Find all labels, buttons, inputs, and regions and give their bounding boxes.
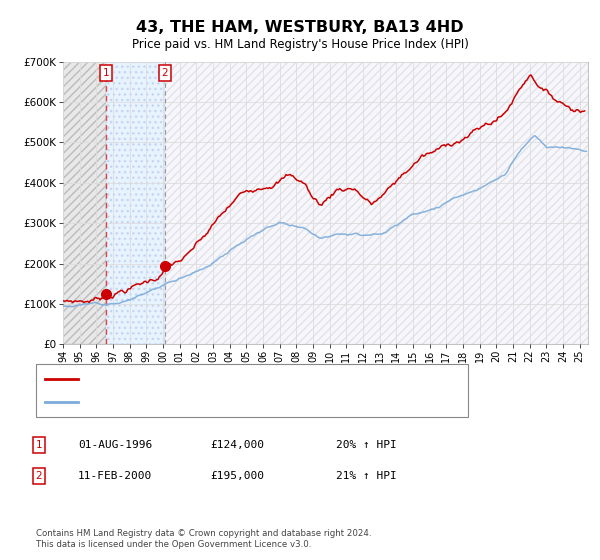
Text: Price paid vs. HM Land Registry's House Price Index (HPI): Price paid vs. HM Land Registry's House … bbox=[131, 38, 469, 50]
Text: 21% ↑ HPI: 21% ↑ HPI bbox=[336, 471, 397, 481]
Text: £124,000: £124,000 bbox=[210, 440, 264, 450]
Text: 43, THE HAM, WESTBURY, BA13 4HD: 43, THE HAM, WESTBURY, BA13 4HD bbox=[136, 20, 464, 35]
Bar bbox=[165, 62, 588, 344]
Text: 11-FEB-2000: 11-FEB-2000 bbox=[78, 471, 152, 481]
Text: 1: 1 bbox=[35, 440, 43, 450]
Text: 01-AUG-1996: 01-AUG-1996 bbox=[78, 440, 152, 450]
Text: 2: 2 bbox=[161, 68, 169, 78]
Text: £195,000: £195,000 bbox=[210, 471, 264, 481]
Text: HPI: Average price, detached house, Wiltshire: HPI: Average price, detached house, Wilt… bbox=[84, 397, 323, 407]
Bar bbox=[106, 62, 165, 344]
Text: 43, THE HAM, WESTBURY, BA13 4HD (detached house): 43, THE HAM, WESTBURY, BA13 4HD (detache… bbox=[84, 374, 370, 384]
Text: 2: 2 bbox=[35, 471, 43, 481]
Text: 1: 1 bbox=[103, 68, 109, 78]
Bar bbox=[63, 62, 106, 344]
Text: Contains HM Land Registry data © Crown copyright and database right 2024.
This d: Contains HM Land Registry data © Crown c… bbox=[36, 529, 371, 549]
Text: 20% ↑ HPI: 20% ↑ HPI bbox=[336, 440, 397, 450]
